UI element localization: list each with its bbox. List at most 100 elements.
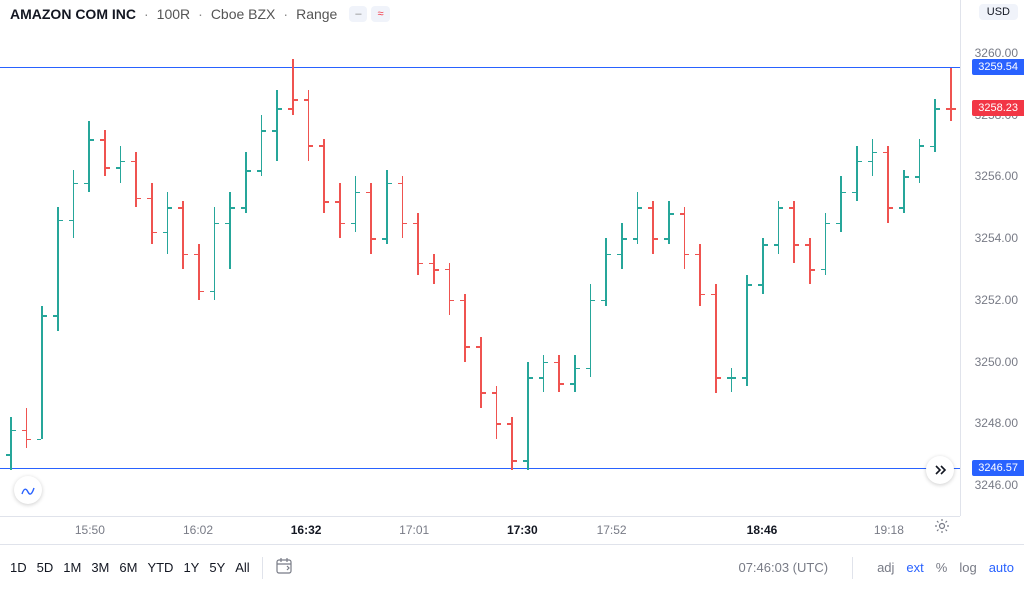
price-bar [276, 90, 278, 161]
price-bar [182, 201, 184, 269]
price-bar [167, 192, 169, 254]
settings-icon[interactable] [928, 512, 956, 540]
price-bar [668, 201, 670, 244]
price-bar [496, 386, 498, 438]
price-bar [887, 146, 889, 223]
price-bar [872, 139, 874, 176]
price-bar [684, 207, 686, 269]
price-bar [778, 201, 780, 253]
price-bar [652, 201, 654, 253]
horizontal-line[interactable] [0, 67, 960, 68]
price-axis[interactable]: USD 3246.003248.003250.003252.003254.003… [960, 0, 1024, 516]
price-bar [527, 362, 529, 470]
x-tick: 17:01 [399, 523, 429, 537]
price-bar [120, 146, 122, 183]
price-bar [292, 59, 294, 115]
y-tick: 3256.00 [975, 169, 1018, 183]
price-bar [308, 90, 310, 161]
chart-type-label[interactable]: Range [296, 6, 337, 22]
y-tick: 3260.00 [975, 46, 1018, 60]
symbol-name[interactable]: AMAZON COM INC [10, 6, 136, 22]
auto-toggle[interactable]: auto [989, 560, 1014, 575]
sep: · [144, 6, 149, 22]
price-bar [605, 238, 607, 306]
price-bar [511, 417, 513, 469]
price-bar [370, 183, 372, 254]
x-tick: 16:32 [291, 523, 322, 537]
price-bar [637, 192, 639, 244]
ext-toggle[interactable]: ext [906, 560, 923, 575]
chart-canvas[interactable] [0, 0, 960, 516]
timeframe-list: 1D 5D 1M 3M 6M YTD 1Y 5Y All [10, 560, 250, 575]
price-bar [825, 213, 827, 275]
price-bar [574, 355, 576, 392]
y-tick: 3254.00 [975, 231, 1018, 245]
visibility-badge[interactable]: – [349, 6, 367, 22]
timeframe-all[interactable]: All [235, 560, 249, 575]
timeframe-6m[interactable]: 6M [119, 560, 137, 575]
y-tick: 3250.00 [975, 355, 1018, 369]
price-bar [245, 152, 247, 214]
price-bar [699, 244, 701, 306]
price-bar [198, 244, 200, 300]
time-axis[interactable]: 15:5016:0216:3217:0117:3017:5218:4619:18 [0, 516, 960, 544]
price-marker: 3259.54 [972, 59, 1024, 75]
price-bar [229, 192, 231, 269]
x-tick: 19:18 [874, 523, 904, 537]
divider [262, 557, 263, 579]
drawing-tool-icon[interactable] [14, 476, 42, 504]
price-bar [355, 176, 357, 232]
timeframe-3m[interactable]: 3M [91, 560, 109, 575]
y-tick: 3252.00 [975, 293, 1018, 307]
price-marker: 3246.57 [972, 460, 1024, 476]
price-bar [731, 368, 733, 393]
price-bar [386, 170, 388, 244]
price-bar [543, 355, 545, 392]
price-bar [903, 170, 905, 213]
price-bar [323, 139, 325, 213]
price-bar [10, 417, 12, 469]
currency-label[interactable]: USD [979, 4, 1018, 20]
price-bar [809, 238, 811, 284]
price-bar [840, 176, 842, 232]
interval-label[interactable]: 100R [157, 6, 190, 22]
chart-header: AMAZON COM INC · 100R · Cboe BZX · Range… [0, 0, 400, 28]
calendar-icon[interactable] [275, 557, 293, 578]
timeframe-1m[interactable]: 1M [63, 560, 81, 575]
price-bar [73, 170, 75, 238]
x-tick: 17:52 [597, 523, 627, 537]
price-bar [464, 294, 466, 362]
exchange-label: Cboe BZX [211, 6, 276, 22]
adj-toggle[interactable]: adj [877, 560, 894, 575]
clock-label: 07:46:03 (UTC) [738, 560, 828, 575]
price-bar [339, 183, 341, 239]
price-bar [88, 121, 90, 192]
timeframe-5d[interactable]: 5D [37, 560, 54, 575]
sep: · [283, 6, 288, 22]
price-bar [433, 254, 435, 285]
price-bar [151, 183, 153, 245]
price-bar [26, 408, 28, 448]
timeframe-1y[interactable]: 1Y [183, 560, 199, 575]
price-bar [950, 68, 952, 120]
price-bar [449, 263, 451, 315]
y-tick: 3246.00 [975, 478, 1018, 492]
timeframe-ytd[interactable]: YTD [147, 560, 173, 575]
price-bar [135, 152, 137, 208]
price-bar [856, 146, 858, 202]
bottom-toolbar: 1D5D1M3M6MYTD1Y5YAll 07:46:03 (UTC) adj … [0, 544, 1024, 590]
timeframe-5y[interactable]: 5Y [209, 560, 225, 575]
price-bar [104, 130, 106, 176]
price-bar [214, 207, 216, 300]
timeframe-1d[interactable]: 1D [10, 560, 27, 575]
divider [852, 557, 853, 579]
price-bar [402, 176, 404, 238]
scroll-latest-icon[interactable] [926, 456, 954, 484]
price-bar [746, 275, 748, 386]
price-bar [590, 284, 592, 377]
horizontal-line[interactable] [0, 468, 960, 469]
compare-badge[interactable]: ≈ [371, 6, 389, 22]
pct-toggle[interactable]: % [936, 560, 948, 575]
log-toggle[interactable]: log [959, 560, 976, 575]
price-bar [57, 207, 59, 331]
